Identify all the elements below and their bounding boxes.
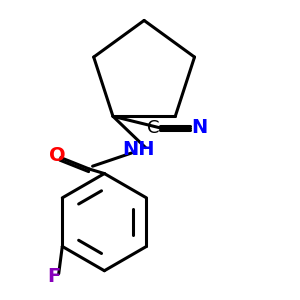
Text: O: O: [49, 146, 66, 165]
Text: C: C: [147, 119, 159, 137]
Text: N: N: [191, 118, 208, 137]
Text: F: F: [48, 267, 61, 286]
Text: NH: NH: [122, 140, 154, 160]
